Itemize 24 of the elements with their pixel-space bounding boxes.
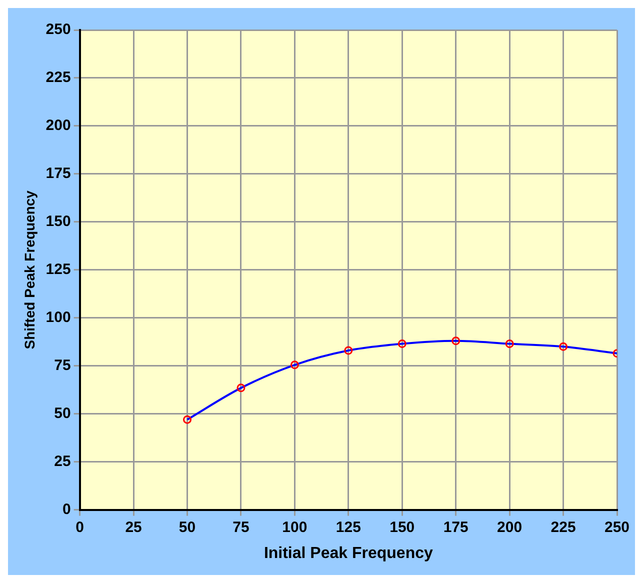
y-tick-label: 200 — [46, 117, 71, 134]
x-tick-label: 225 — [550, 518, 576, 536]
y-tick-label: 150 — [46, 213, 71, 230]
y-axis-title: Shifted Peak Frequency — [21, 190, 38, 350]
x-tick-label: 25 — [125, 518, 142, 536]
y-tick-label: 0 — [62, 500, 71, 518]
x-tick-label: 200 — [497, 518, 522, 536]
x-tick-label: 100 — [282, 518, 308, 536]
y-tick-label: 125 — [46, 261, 71, 278]
x-tick-label: 250 — [604, 518, 630, 536]
x-tick-label: 75 — [232, 518, 250, 536]
y-tick-label: 50 — [54, 404, 71, 422]
x-tick-label: 50 — [178, 518, 196, 536]
x-axis-title: Initial Peak Frequency — [264, 544, 433, 562]
y-tick-label: 75 — [54, 357, 71, 374]
x-tick-label: 125 — [336, 518, 361, 536]
y-tick-label: 250 — [46, 21, 71, 38]
y-tick-label: 175 — [46, 165, 71, 182]
y-tick-label: 100 — [46, 309, 71, 326]
x-tick-label: 150 — [390, 518, 415, 536]
y-tick-label: 225 — [46, 69, 71, 86]
x-tick-label: 175 — [443, 518, 468, 536]
x-tick-label: 0 — [76, 518, 84, 536]
y-tick-label: 25 — [54, 452, 71, 470]
